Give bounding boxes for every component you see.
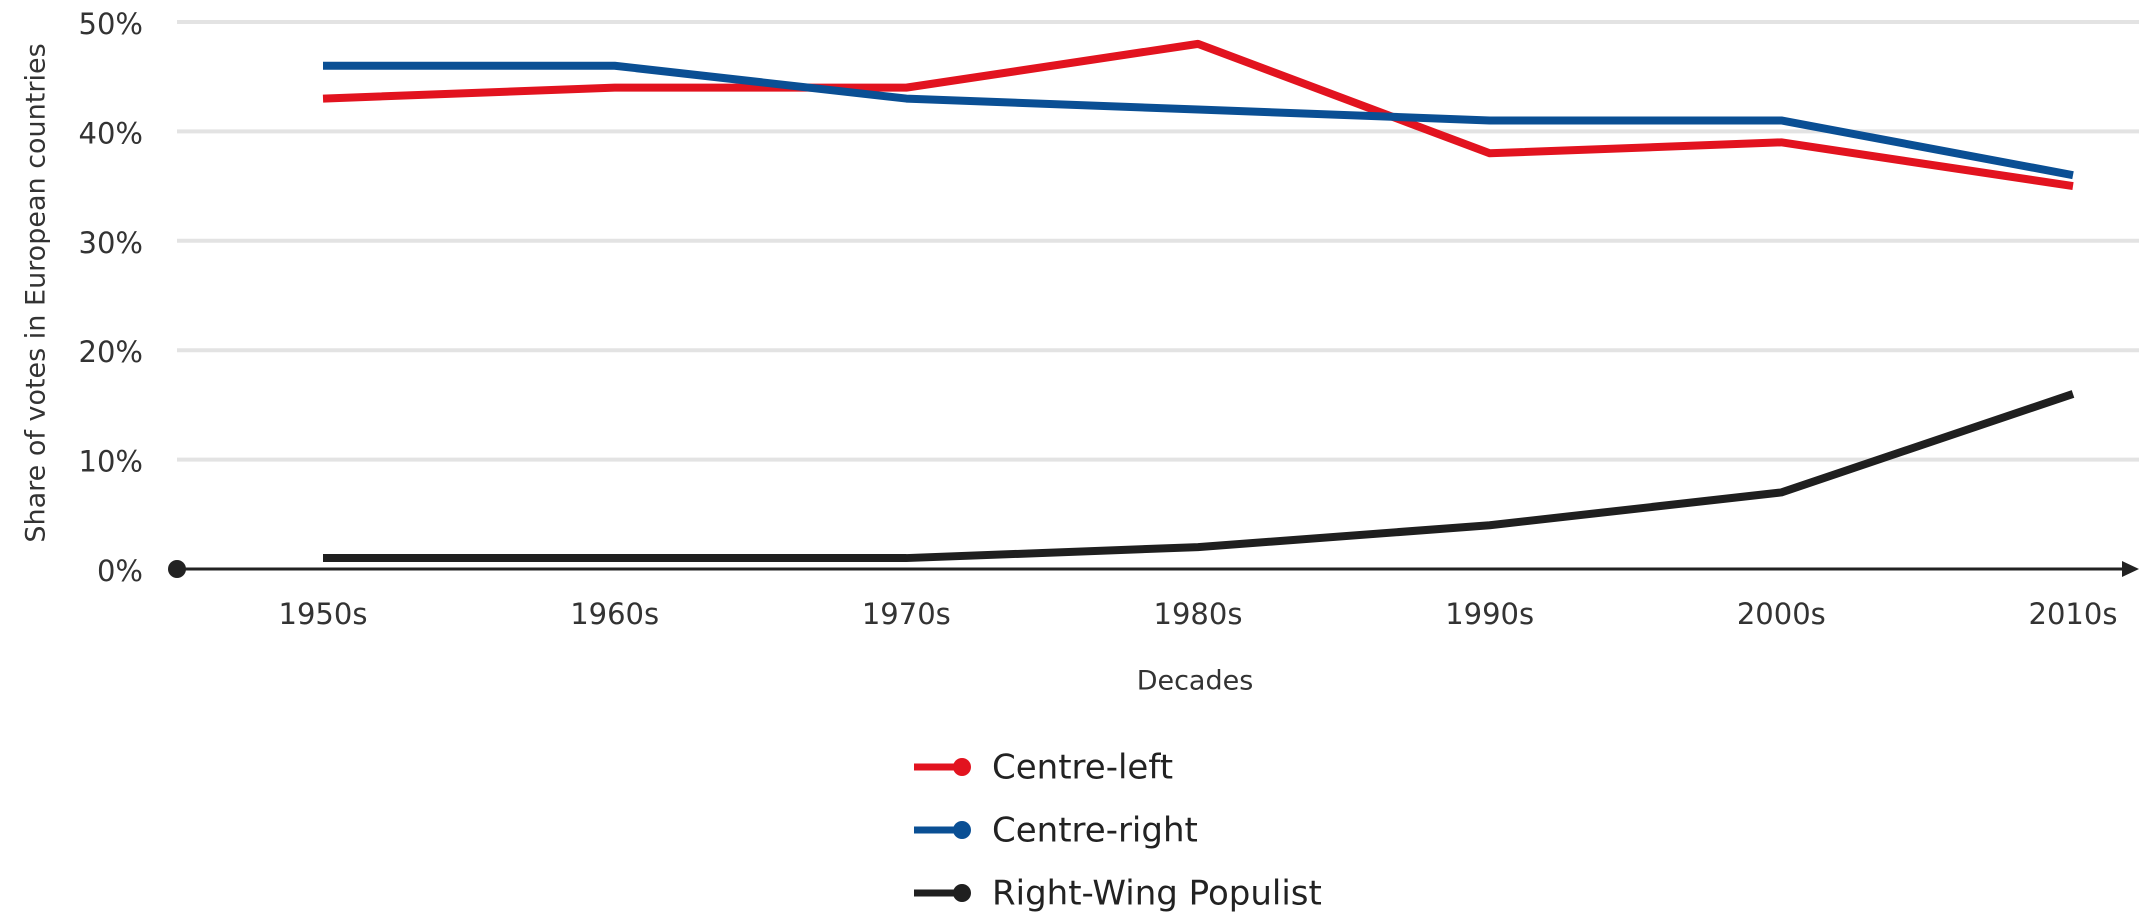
- series-line: [323, 61, 2074, 180]
- legend-dot: [953, 884, 971, 902]
- y-tick-label: 50%: [79, 7, 143, 41]
- y-tick-label: 0%: [97, 554, 143, 588]
- x-tick-label: 1990s: [1445, 597, 1534, 631]
- axis-arrow: [2122, 561, 2139, 577]
- y-axis-title: Share of votes in European countries: [21, 43, 52, 542]
- legend-label: Centre-left: [992, 748, 1173, 788]
- y-tick-label: 20%: [79, 335, 143, 369]
- x-tick-label: 1980s: [1154, 597, 1243, 631]
- y-tick-label: 30%: [79, 226, 143, 260]
- series-line: [322, 39, 2074, 191]
- legend-label: Right-Wing Populist: [992, 874, 1322, 914]
- x-tick-label: 1970s: [862, 597, 951, 631]
- legend-label: Centre-right: [992, 811, 1198, 851]
- y-tick-label: 40%: [79, 116, 143, 150]
- x-axis-title: Decades: [1137, 666, 1254, 697]
- y-tick-label: 10%: [79, 445, 143, 479]
- series-line: [323, 390, 2075, 563]
- legend-dot: [953, 758, 971, 776]
- x-tick-label: 1950s: [279, 597, 368, 631]
- x-tick-label: 2000s: [1737, 597, 1826, 631]
- axis-origin-dot: [168, 560, 186, 578]
- x-tick-label: 2010s: [2029, 597, 2118, 631]
- x-tick-label: 1960s: [570, 597, 659, 631]
- legend-dot: [953, 821, 971, 839]
